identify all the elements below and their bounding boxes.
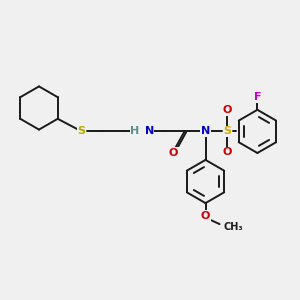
Text: F: F: [254, 92, 261, 102]
Text: N: N: [145, 126, 154, 136]
Text: O: O: [201, 211, 210, 221]
Text: CH₃: CH₃: [224, 222, 243, 232]
Text: O: O: [223, 147, 232, 158]
Text: O: O: [223, 105, 232, 116]
Text: S: S: [224, 126, 231, 136]
Text: O: O: [169, 148, 178, 158]
Text: N: N: [201, 126, 210, 136]
Text: H: H: [130, 126, 139, 136]
Text: S: S: [78, 126, 86, 136]
